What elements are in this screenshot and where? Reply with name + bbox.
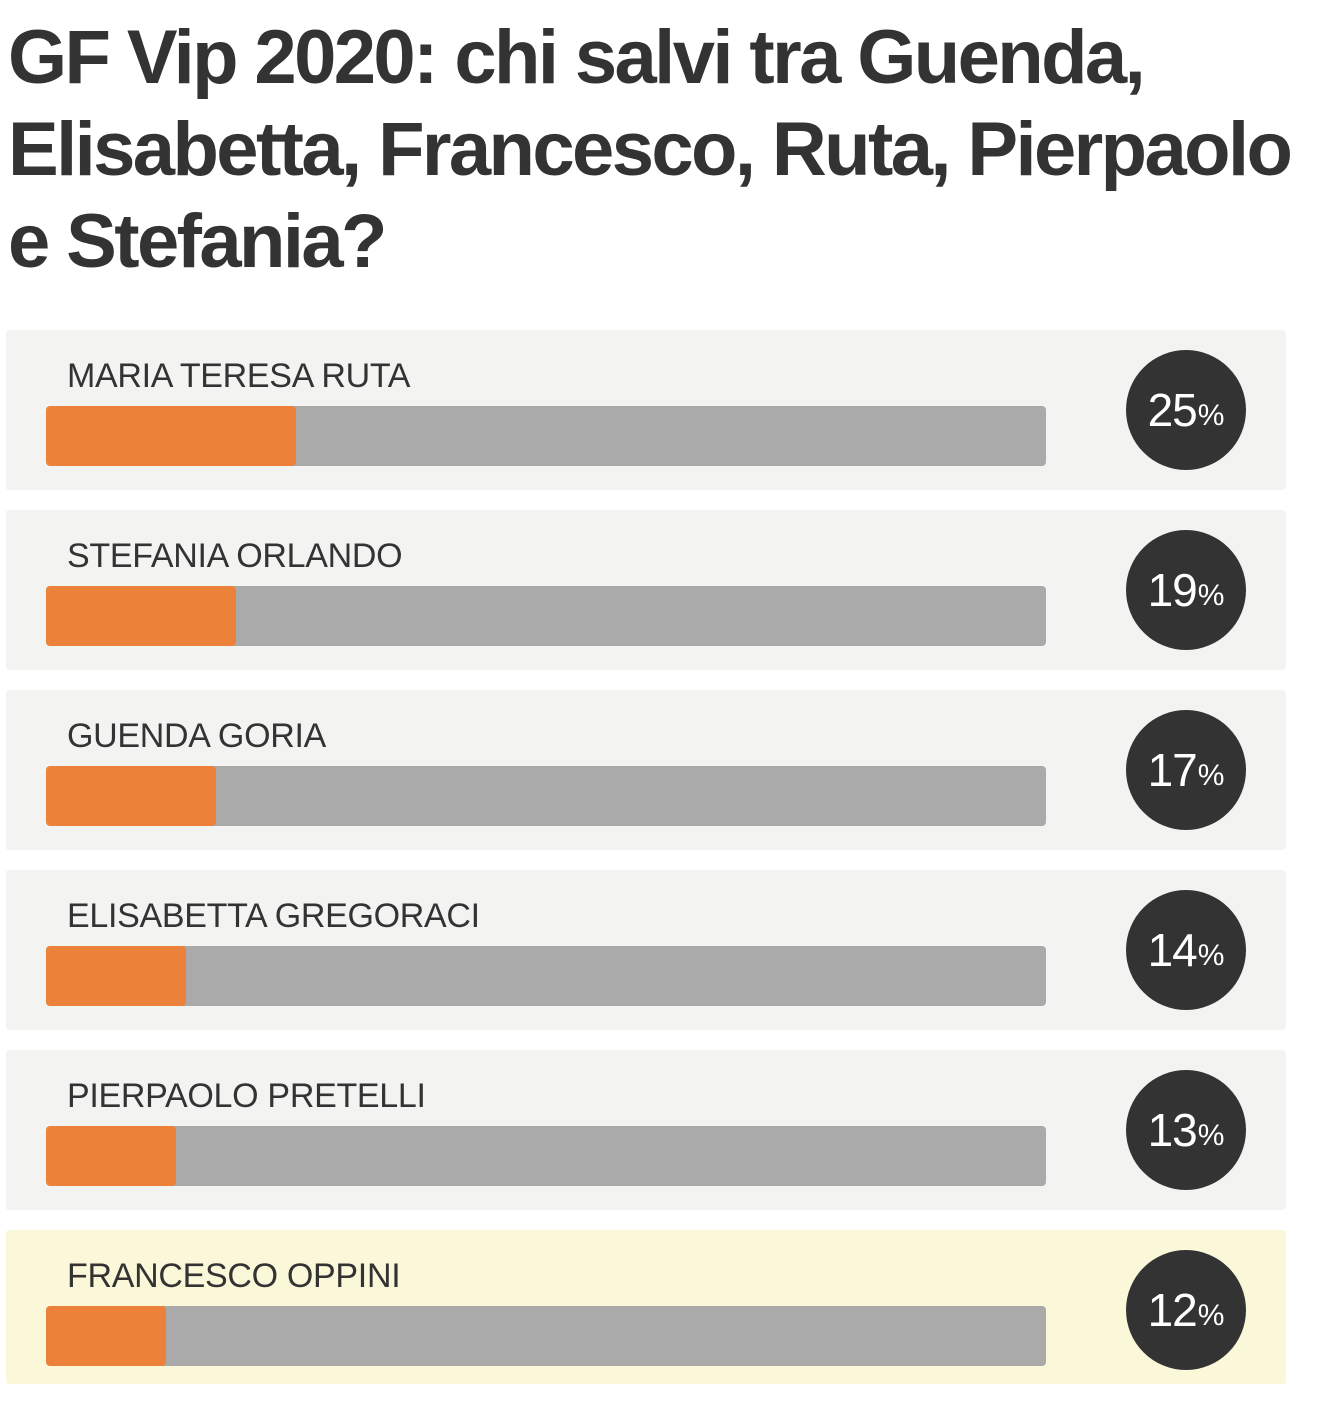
poll-option-maria-teresa-ruta[interactable]: MARIA TERESA RUTA 25%: [6, 330, 1286, 490]
result-bar-fill: [46, 1306, 166, 1366]
percent-badge: 14%: [1126, 890, 1246, 1010]
percent-sign: %: [1197, 759, 1225, 792]
option-label: FRANCESCO OPPINI: [67, 1257, 401, 1295]
option-label: MARIA TERESA RUTA: [67, 357, 411, 395]
percent-value: 19: [1147, 564, 1198, 616]
option-label: GUENDA GORIA: [67, 717, 327, 755]
poll-option-elisabetta-gregoraci[interactable]: ELISABETTA GREGORACI 14%: [6, 870, 1286, 1030]
result-bar-fill: [46, 766, 216, 826]
result-bar-track: [46, 406, 1046, 466]
poll-option-francesco-oppini[interactable]: FRANCESCO OPPINI 12%: [6, 1230, 1286, 1384]
result-bar-track: [46, 946, 1046, 1006]
percent-badge: 13%: [1126, 1070, 1246, 1190]
percent-sign: %: [1197, 579, 1225, 612]
result-bar-fill: [46, 406, 296, 466]
result-bar-fill: [46, 586, 236, 646]
percent-value: 13: [1147, 1104, 1198, 1156]
percent-value: 17: [1147, 744, 1198, 796]
percent-value: 14: [1147, 924, 1198, 976]
poll-title: GF Vip 2020: chi salvi tra Guenda, Elisa…: [8, 15, 1293, 284]
poll-option-pierpaolo-pretelli[interactable]: PIERPAOLO PRETELLI 13%: [6, 1050, 1286, 1210]
option-label: STEFANIA ORLANDO: [67, 537, 403, 575]
option-label: ELISABETTA GREGORACI: [67, 897, 480, 935]
percent-badge: 19%: [1126, 530, 1246, 650]
result-bar-fill: [46, 946, 186, 1006]
result-bar-track: [46, 766, 1046, 826]
result-bar-track: [46, 586, 1046, 646]
percent-sign: %: [1197, 1119, 1225, 1152]
percent-badge: 25%: [1126, 350, 1246, 470]
poll-results-list: MARIA TERESA RUTA 25% STEFANIA ORLANDO 1…: [6, 330, 1286, 1404]
percent-value: 12: [1147, 1284, 1198, 1336]
result-bar-fill: [46, 1126, 176, 1186]
percent-badge: 12%: [1126, 1250, 1246, 1370]
option-label: PIERPAOLO PRETELLI: [67, 1077, 426, 1115]
poll-option-stefania-orlando[interactable]: STEFANIA ORLANDO 19%: [6, 510, 1286, 670]
result-bar-track: [46, 1126, 1046, 1186]
percent-badge: 17%: [1126, 710, 1246, 830]
percent-sign: %: [1197, 399, 1225, 432]
poll-option-guenda-goria[interactable]: GUENDA GORIA 17%: [6, 690, 1286, 850]
percent-sign: %: [1197, 939, 1225, 972]
percent-sign: %: [1197, 1299, 1225, 1332]
result-bar-track: [46, 1306, 1046, 1366]
percent-value: 25: [1147, 384, 1198, 436]
